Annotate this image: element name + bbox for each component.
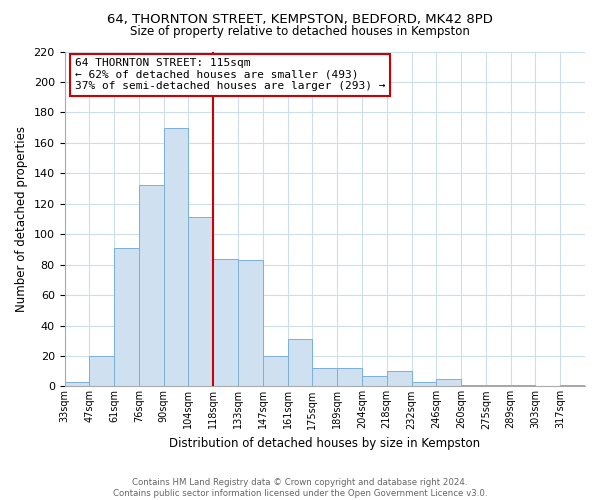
Y-axis label: Number of detached properties: Number of detached properties [15,126,28,312]
Text: 64, THORNTON STREET, KEMPSTON, BEDFORD, MK42 8PD: 64, THORNTON STREET, KEMPSTON, BEDFORD, … [107,12,493,26]
Bar [412,382,436,386]
Text: Size of property relative to detached houses in Kempston: Size of property relative to detached ho… [130,25,470,38]
Bar [89,356,114,386]
Bar [188,218,213,386]
Bar [139,186,164,386]
X-axis label: Distribution of detached houses by size in Kempston: Distribution of detached houses by size … [169,437,481,450]
Bar [337,368,362,386]
Bar [560,385,585,386]
Bar [436,379,461,386]
Bar [362,376,387,386]
Bar [313,368,337,386]
Bar [387,371,412,386]
Bar [213,258,238,386]
Bar [486,385,511,386]
Bar [114,248,139,386]
Bar [511,385,535,386]
Bar [238,260,263,386]
Bar [461,385,486,386]
Bar [263,356,287,386]
Bar [65,382,89,386]
Text: 64 THORNTON STREET: 115sqm
← 62% of detached houses are smaller (493)
37% of sem: 64 THORNTON STREET: 115sqm ← 62% of deta… [75,58,385,92]
Bar [287,339,313,386]
Text: Contains HM Land Registry data © Crown copyright and database right 2024.
Contai: Contains HM Land Registry data © Crown c… [113,478,487,498]
Bar [164,128,188,386]
